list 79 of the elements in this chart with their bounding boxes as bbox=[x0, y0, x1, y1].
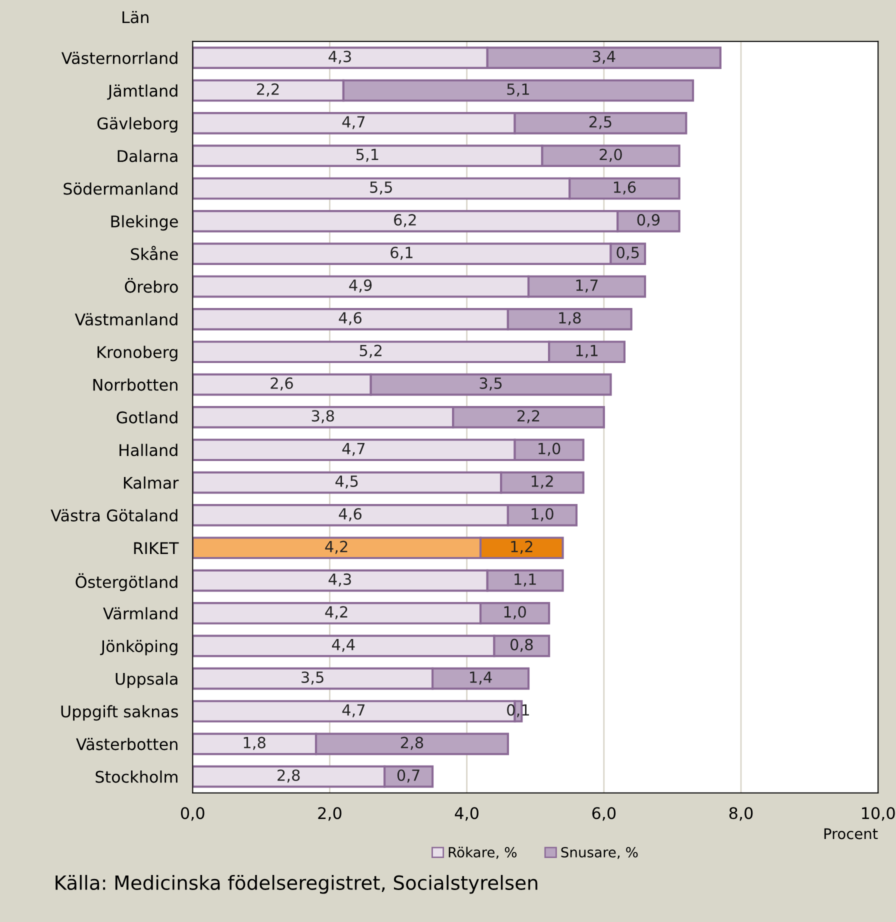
y-tick-label: Västra Götaland bbox=[50, 509, 178, 522]
data-label: 1,4 bbox=[470, 672, 492, 685]
data-label: 0,8 bbox=[510, 638, 533, 652]
x-tick-label: 4,0 bbox=[454, 807, 478, 821]
y-tick-label: Skåne bbox=[130, 246, 178, 260]
data-label: 2,5 bbox=[589, 116, 612, 130]
data-label: 2,8 bbox=[400, 736, 424, 750]
y-tick-label: Västmanland bbox=[74, 313, 178, 326]
y-axis-title: Län bbox=[122, 10, 148, 24]
legend-label: Rökare, % bbox=[448, 846, 517, 859]
data-label: 2,2 bbox=[517, 410, 540, 424]
x-tick-label: 0,0 bbox=[180, 807, 204, 821]
x-axis-title: Procent bbox=[824, 828, 878, 840]
data-label: 4,6 bbox=[338, 312, 362, 326]
y-tick-label: Gävleborg bbox=[97, 117, 178, 133]
y-tick-label: Dalarna bbox=[118, 150, 178, 162]
data-label: 1,8 bbox=[559, 312, 581, 326]
y-tick-label: Halland bbox=[120, 444, 178, 456]
y-tick-label: Jämtland bbox=[107, 84, 178, 100]
data-label: 1,7 bbox=[576, 280, 598, 293]
y-tick-label: Västerbotten bbox=[76, 738, 178, 750]
data-label: 2,6 bbox=[270, 377, 293, 391]
data-label: 3,8 bbox=[312, 410, 334, 424]
data-label: 0,5 bbox=[616, 246, 639, 260]
data-label: 1,6 bbox=[614, 181, 636, 194]
y-tick-label: Södermanland bbox=[64, 182, 178, 195]
x-tick-label: 8,0 bbox=[729, 807, 753, 821]
data-label: 4,5 bbox=[335, 476, 358, 489]
x-tick-label: 6,0 bbox=[592, 807, 616, 821]
y-tick-label: Västernorrland bbox=[61, 52, 178, 64]
data-label: 0,7 bbox=[397, 769, 420, 783]
y-tick-label: Kalmar bbox=[124, 476, 179, 489]
data-label: 2,0 bbox=[600, 148, 622, 162]
data-label: 3,4 bbox=[592, 50, 616, 64]
data-label: 5,1 bbox=[507, 84, 529, 96]
data-label: 4,7 bbox=[342, 442, 365, 456]
data-label: 1,1 bbox=[514, 574, 536, 587]
data-label: 1,1 bbox=[576, 344, 598, 358]
y-tick-label: RIKET bbox=[134, 542, 179, 554]
x-tick-label: 2,0 bbox=[318, 807, 342, 821]
data-label: 6,2 bbox=[394, 214, 416, 228]
data-label: 4,7 bbox=[342, 116, 365, 130]
data-label: 5,2 bbox=[360, 344, 382, 358]
data-label: 4,9 bbox=[349, 279, 372, 293]
y-tick-label: Blekinge bbox=[111, 215, 178, 231]
text: Källa: Medicinska födelseregistret, Socialstyrelsen bbox=[56, 874, 538, 894]
y-tick-label: Gotland bbox=[116, 411, 178, 424]
data-label: 1,8 bbox=[244, 736, 266, 750]
data-label: 1,2 bbox=[511, 540, 532, 554]
data-label: 5,1 bbox=[356, 148, 378, 162]
y-tick-label: Kronoberg bbox=[98, 346, 178, 362]
data-label: 6,1 bbox=[390, 246, 412, 260]
data-label: 4,4 bbox=[332, 638, 355, 652]
y-tick-label: Östergötland bbox=[76, 573, 178, 592]
y-tick-label: Jönköping bbox=[100, 640, 178, 656]
data-label: 4,2 bbox=[325, 606, 348, 620]
data-label: 1,0 bbox=[504, 606, 526, 620]
legend-label: Snusare, % bbox=[561, 846, 638, 859]
data-label: 4,2 bbox=[325, 540, 348, 554]
data-label: 1,0 bbox=[538, 442, 560, 456]
y-tick-label: Örebro bbox=[124, 278, 178, 293]
y-tick-label: Värmland bbox=[103, 607, 178, 620]
x-tick-label: 10,0 bbox=[862, 807, 895, 821]
data-label: 1,0 bbox=[532, 508, 554, 522]
y-tick-label: Stockholm bbox=[96, 770, 178, 783]
data-label: 4,6 bbox=[338, 508, 362, 522]
data-label: 3,5 bbox=[302, 671, 324, 685]
data-label: 2,2 bbox=[257, 83, 279, 96]
data-label: 4,3 bbox=[328, 573, 351, 587]
data-label: 4,3 bbox=[328, 50, 351, 64]
data-label: 3,5 bbox=[480, 377, 502, 391]
data-label: 2,8 bbox=[278, 769, 300, 783]
y-tick-label: Uppsala bbox=[116, 672, 178, 688]
data-label: 0,9 bbox=[637, 214, 660, 228]
y-tick-label: Uppgift saknas bbox=[61, 705, 178, 721]
y-tick-label: Norrbotten bbox=[93, 378, 178, 391]
data-label: 4,7 bbox=[342, 704, 365, 718]
data-label: 5,5 bbox=[370, 182, 392, 194]
data-label: 1,2 bbox=[532, 475, 553, 489]
